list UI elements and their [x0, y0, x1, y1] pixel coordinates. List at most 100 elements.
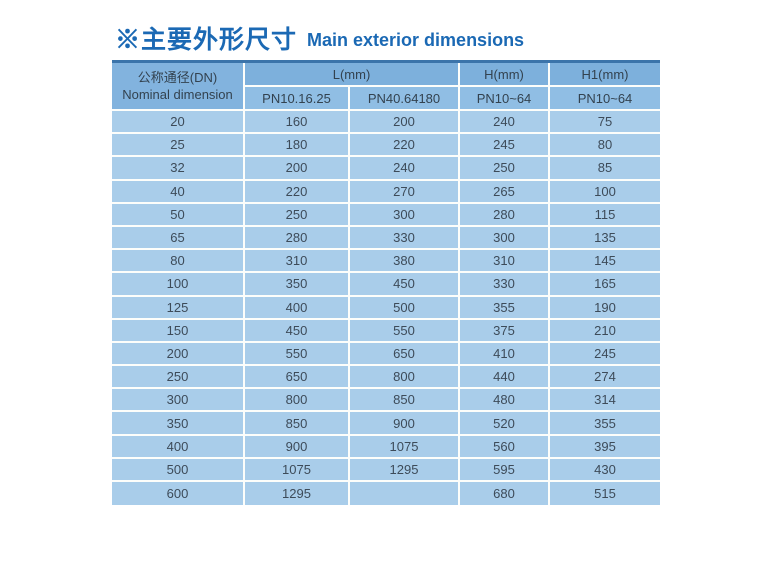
- table-row: 150 450 550 375 210: [112, 319, 661, 343]
- table-row: 350 850 900 520 355: [112, 412, 661, 436]
- dimensions-table: 公称通径(DN) Nominal dimension L(mm) H(mm) H…: [112, 60, 661, 506]
- cell-h: 440: [460, 366, 551, 390]
- cell-dn: 32: [112, 157, 245, 181]
- cell-dn: 150: [112, 319, 245, 343]
- cell-h1: 145: [550, 250, 661, 274]
- cell-l1: 200: [245, 157, 350, 181]
- table-row: 50 250 300 280 115: [112, 203, 661, 227]
- cell-l1: 280: [245, 226, 350, 251]
- cell-l1: 550: [245, 342, 350, 367]
- cell-l2: 220: [350, 134, 461, 158]
- header-dn-en: Nominal dimension: [122, 87, 233, 102]
- cell-l2: 550: [350, 319, 461, 343]
- cell-l2: 450: [350, 273, 461, 297]
- table-row: 400 900 1075 560 395: [112, 435, 661, 459]
- cell-dn: 400: [112, 435, 245, 459]
- cell-dn: 125: [112, 296, 245, 320]
- cell-h: 680: [460, 482, 551, 506]
- cell-h: 355: [460, 296, 551, 320]
- cell-l1: 180: [245, 134, 350, 158]
- cell-dn: 600: [112, 482, 245, 506]
- header-dn-zh: 公称通径(DN): [137, 70, 218, 85]
- cell-dn: 500: [112, 458, 245, 482]
- header-l: L(mm): [245, 63, 461, 87]
- header-h1-sub: PN10~64: [550, 87, 661, 111]
- cell-l2: 500: [350, 296, 461, 320]
- cell-l1: 900: [245, 435, 350, 459]
- cell-dn: 100: [112, 273, 245, 297]
- cell-l2: 650: [350, 342, 461, 367]
- cell-l1: 450: [245, 319, 350, 343]
- cell-l1: 850: [245, 412, 350, 436]
- cell-h1: 100: [550, 180, 661, 204]
- cell-l2: 240: [350, 157, 461, 181]
- header-row-2: PN10.16.25 PN40.64180 PN10~64 PN10~64: [112, 87, 661, 111]
- cell-h1: 430: [550, 458, 661, 482]
- cell-dn: 300: [112, 389, 245, 413]
- cell-h1: 135: [550, 226, 661, 251]
- cell-dn: 250: [112, 366, 245, 390]
- cell-l2: 300: [350, 203, 461, 227]
- table-row: 600 1295 680 515: [112, 482, 661, 506]
- header-h: H(mm): [460, 63, 551, 87]
- cell-h: 375: [460, 319, 551, 343]
- cell-h1: 115: [550, 203, 661, 227]
- cell-l2: 1295: [350, 458, 461, 482]
- cell-dn: 25: [112, 134, 245, 158]
- cell-l2: 800: [350, 366, 461, 390]
- table-row: 250 650 800 440 274: [112, 366, 661, 390]
- cell-l2: 900: [350, 412, 461, 436]
- cell-h: 240: [460, 111, 551, 135]
- cell-h1: 85: [550, 157, 661, 181]
- cell-l1: 310: [245, 250, 350, 274]
- cell-h: 265: [460, 180, 551, 204]
- cell-h1: 75: [550, 111, 661, 135]
- cell-l2: 1075: [350, 435, 461, 459]
- cell-dn: 50: [112, 203, 245, 227]
- table-row: 65 280 330 300 135: [112, 226, 661, 251]
- cell-l2: 200: [350, 111, 461, 135]
- cell-h1: 245: [550, 342, 661, 367]
- cell-h1: 355: [550, 412, 661, 436]
- cell-l2: 330: [350, 226, 461, 251]
- cell-h: 520: [460, 412, 551, 436]
- table-row: 20 160 200 240 75: [112, 111, 661, 135]
- header-h-sub: PN10~64: [460, 87, 551, 111]
- cell-h1: 274: [550, 366, 661, 390]
- header-row-1: 公称通径(DN) Nominal dimension L(mm) H(mm) H…: [112, 63, 661, 111]
- cell-dn: 40: [112, 180, 245, 204]
- title-chinese: ※主要外形尺寸: [115, 26, 298, 54]
- cell-l1: 160: [245, 111, 350, 135]
- table-row: 32 200 240 250 85: [112, 157, 661, 181]
- cell-l2: 380: [350, 250, 461, 274]
- cell-h: 560: [460, 435, 551, 459]
- header-nominal-dimension: 公称通径(DN) Nominal dimension: [112, 63, 245, 111]
- cell-l1: 650: [245, 366, 350, 390]
- cell-h: 310: [460, 250, 551, 274]
- table-row: 300 800 850 480 314: [112, 389, 661, 413]
- cell-h1: 80: [550, 134, 661, 158]
- cell-h: 480: [460, 389, 551, 413]
- cell-h: 245: [460, 134, 551, 158]
- cell-h: 250: [460, 157, 551, 181]
- cell-l2: [350, 482, 461, 506]
- table-row: 200 550 650 410 245: [112, 342, 661, 367]
- cell-h: 410: [460, 342, 551, 367]
- cell-h: 300: [460, 226, 551, 251]
- cell-l1: 400: [245, 296, 350, 320]
- cell-l1: 350: [245, 273, 350, 297]
- cell-h1: 165: [550, 273, 661, 297]
- title-english: Main exterior dimensions: [307, 30, 525, 50]
- cell-h: 595: [460, 458, 551, 482]
- cell-h1: 190: [550, 296, 661, 320]
- cell-l1: 220: [245, 180, 350, 204]
- cell-h1: 314: [550, 389, 661, 413]
- cell-h1: 395: [550, 435, 661, 459]
- table-header: 公称通径(DN) Nominal dimension L(mm) H(mm) H…: [112, 63, 661, 111]
- table-row: 100 350 450 330 165: [112, 273, 661, 297]
- header-l-sub2: PN40.64180: [350, 87, 461, 111]
- table-body: 20 160 200 240 75 25 180 220 245 80 32 2…: [112, 111, 661, 506]
- table-row: 40 220 270 265 100: [112, 180, 661, 204]
- cell-l1: 250: [245, 203, 350, 227]
